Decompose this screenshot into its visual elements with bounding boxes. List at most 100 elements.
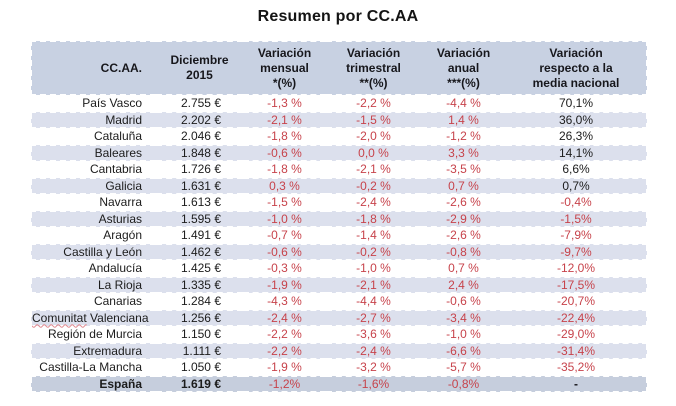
table-body: País Vasco 2.755 € -1,3 % -2,2 % -4,4 % 70,1%… [31, 95, 647, 392]
column-header-ccaa: CC.AA. [31, 41, 156, 95]
cell-ccaa: Aragón [103, 228, 142, 242]
cell-var-trimestral: -2,2 % [356, 96, 391, 110]
cell-var-media: 70,1% [558, 96, 594, 110]
cell-var-anual: -3,4 % [446, 310, 481, 325]
cell-diciembre-2015: 1.631 € [180, 178, 221, 193]
cell-diciembre-2015: 2.755 € [180, 96, 221, 110]
column-header-var-media: Variación respecto a la media nacional [506, 41, 647, 95]
cell-diciembre-2015: 1.256 € [180, 310, 221, 325]
cell-var-trimestral: -2,4 % [356, 195, 391, 209]
cell-diciembre-2015: 1.425 € [180, 261, 221, 275]
cell-ccaa: Baleares [94, 145, 142, 160]
cell-var-anual: -6,6 % [446, 343, 481, 358]
cell-var-mensual: -2,2 % [267, 343, 302, 358]
cell-diciembre-2015: 1.619 € [180, 376, 221, 391]
cell-var-anual: -0,6 % [446, 294, 481, 308]
cell-ccaa: Galicia [105, 178, 142, 193]
page-title: Resumen por CC.AA [257, 8, 419, 25]
cell-diciembre-2015: 1.613 € [180, 195, 221, 209]
cell-var-trimestral: -1,4 % [356, 228, 391, 242]
cell-ccaa: Castilla-La Mancha [39, 360, 142, 374]
cell-var-anual: -1,2 % [446, 129, 481, 143]
cell-var-media: -22,4% [556, 310, 596, 325]
table-row: Navarra 1.613 € -1,5 % -2,4 % -2,6 % -0,4% [31, 194, 647, 211]
cell-var-media: - [574, 376, 578, 391]
cell-var-mensual: -0,6 % [267, 145, 302, 160]
cell-ccaa: Comunitat Valenciana [32, 310, 149, 325]
cell-ccaa: Castilla y León [63, 244, 142, 259]
cell-var-media: -17,5% [556, 277, 596, 292]
cell-var-anual: 1,4 % [448, 112, 479, 127]
table-row: Canarias 1.284 € -4,3 % -4,4 % -0,6 % -20,7% [31, 293, 647, 310]
cell-var-mensual: -1,9 % [267, 277, 302, 292]
cell-diciembre-2015: 1.462 € [180, 244, 221, 259]
cell-var-media: 0,7% [562, 178, 590, 193]
table-row: Baleares 1.848 € -0,6 % 0,0 % 3,3 % 14,1% [31, 144, 647, 161]
cell-var-trimestral: -1,8 % [356, 211, 391, 226]
cell-var-mensual: -1,2% [268, 376, 301, 391]
cell-var-trimestral: -2,1 % [356, 162, 391, 176]
cell-var-anual: 0,7 % [448, 261, 479, 275]
table-row: País Vasco 2.755 € -1,3 % -2,2 % -4,4 % 70,1% [31, 95, 647, 112]
cell-var-mensual: -2,2 % [267, 327, 302, 341]
table-row: Madrid 2.202 € -2,1 % -1,5 % 1,4 % 36,0% [31, 111, 647, 128]
cell-var-trimestral: -1,5 % [356, 112, 391, 127]
table-row: Extremadura 1.111 € -2,2 % -2,4 % -6,6 % -31,… [31, 342, 647, 359]
cell-var-mensual: -1,9 % [267, 360, 302, 374]
cell-var-media: -0,4% [560, 195, 592, 209]
cell-ccaa: Navarra [99, 195, 142, 209]
table-row: Asturias 1.595 € -1,0 % -1,8 % -2,9 % -1,5% [31, 210, 647, 227]
table-row: Cataluña 2.046 € -1,8 % -2,0 % -1,2 % 26,3% [31, 128, 647, 145]
cell-var-anual: -2,6 % [446, 228, 481, 242]
cell-var-anual: 0,7 % [448, 178, 479, 193]
cell-var-trimestral: -2,1 % [356, 277, 391, 292]
cell-var-anual: -0,8 % [446, 244, 481, 259]
table-row: Castilla-La Mancha 1.050 € -1,9 % -3,2 % -5,… [31, 359, 647, 376]
cell-var-mensual: -2,1 % [267, 112, 302, 127]
cell-var-anual: -2,6 % [446, 195, 481, 209]
table-row: Castilla y León 1.462 € -0,6 % -0,2 % -0,8 %… [31, 243, 647, 260]
cell-var-trimestral: -1,6% [357, 376, 390, 391]
cell-var-trimestral: -1,0 % [356, 261, 391, 275]
column-header-var-mensual: Variación mensual *(%) [243, 41, 326, 95]
cell-ccaa: País Vasco [82, 96, 142, 110]
cell-var-anual: -0,8% [447, 376, 480, 391]
cell-var-mensual: -0,7 % [267, 228, 302, 242]
column-header-var-trimestral: Variación trimestral **(%) [326, 41, 421, 95]
cell-var-trimestral: -3,2 % [356, 360, 391, 374]
cell-var-anual: -2,9 % [446, 211, 481, 226]
cell-diciembre-2015: 1.726 € [180, 162, 221, 176]
cell-var-mensual: -1,0 % [267, 211, 302, 226]
cell-var-anual: -4,4 % [446, 96, 481, 110]
cell-diciembre-2015: 1.595 € [180, 211, 221, 226]
cell-var-media: 26,3% [558, 129, 594, 143]
cell-var-media: -1,5% [560, 211, 592, 226]
table-row: Región de Murcia 1.150 € -2,2 % -3,6 % -1,0 … [31, 326, 647, 343]
cell-var-anual: -1,0 % [446, 327, 481, 341]
table-row: Galicia 1.631 € 0,3 % -0,2 % 0,7 % 0,7% [31, 177, 647, 194]
cell-ccaa: España [99, 376, 142, 391]
column-header-var-anual: Variación anual ***(%) [421, 41, 506, 95]
cell-ccaa: La Rioja [97, 277, 142, 292]
cell-var-media: -35,2% [556, 360, 596, 374]
table-row-total: España 1.619 € -1,2% -1,6% -0,8% - [31, 375, 647, 392]
cell-var-mensual: -1,3 % [267, 96, 302, 110]
cell-ccaa: Cantabria [89, 162, 142, 176]
cell-var-mensual: -0,6 % [267, 244, 302, 259]
cell-diciembre-2015: 2.046 € [180, 129, 221, 143]
cell-ccaa: Asturias [98, 211, 142, 226]
cell-ccaa: Cataluña [93, 129, 142, 143]
cell-var-trimestral: -3,6 % [356, 327, 391, 341]
cell-ccaa: Canarias [93, 294, 142, 308]
column-header-diciembre-2015: Diciembre 2015 [156, 41, 243, 95]
cell-ccaa: Madrid [105, 112, 142, 127]
misspelled-word: Comunitat [32, 310, 87, 325]
cell-ccaa: Región de Murcia [47, 327, 142, 341]
cell-diciembre-2015: 1.284 € [180, 294, 221, 308]
table-header-row: CC.AA. Diciembre 2015 Variación mensual … [31, 41, 647, 95]
cell-diciembre-2015: 1.491 € [180, 228, 221, 242]
cell-var-mensual: -1,8 % [267, 129, 302, 143]
cell-var-media: 36,0% [558, 112, 594, 127]
cell-diciembre-2015: 1.150 € [180, 327, 221, 341]
